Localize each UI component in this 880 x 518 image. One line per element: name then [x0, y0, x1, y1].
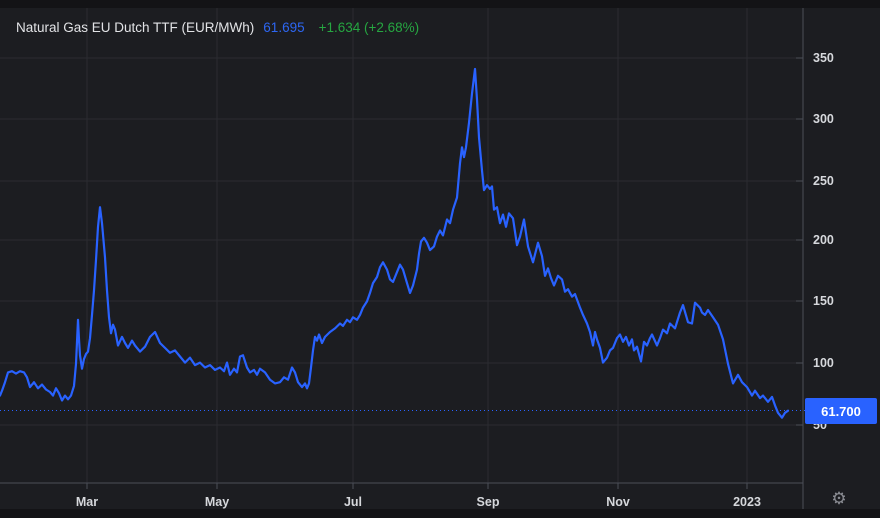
current-price-badge-value: 61.700: [821, 403, 861, 419]
time-axis-label-2023: 2023: [733, 495, 761, 509]
price-axis-label-100: 100: [813, 356, 834, 370]
time-axis-label-jul: Jul: [343, 495, 363, 509]
last-price-value: 61.695: [263, 20, 305, 35]
chart-plot-area[interactable]: [0, 8, 803, 483]
price-axis-label-150: 150: [813, 294, 834, 308]
settings-gear-icon[interactable]: ⚙: [828, 488, 850, 510]
chart-legend: Natural Gas EU Dutch TTF (EUR/MWh) 61.69…: [16, 19, 419, 36]
symbol-title: Natural Gas EU Dutch TTF (EUR/MWh): [16, 20, 255, 35]
time-axis-label-mar: Mar: [75, 495, 99, 509]
gear-glyph: ⚙: [831, 489, 847, 508]
current-price-badge: 61.700: [805, 398, 877, 424]
price-axis-label-200: 200: [813, 233, 834, 247]
price-axis-label-250: 250: [813, 174, 834, 188]
price-change-value: +1.634 (+2.68%): [318, 20, 420, 35]
time-axis-label-may: May: [204, 495, 230, 509]
time-axis[interactable]: [0, 484, 803, 509]
price-line-series: [0, 67, 790, 419]
time-axis-label-sep: Sep: [476, 495, 500, 509]
price-axis-label-350: 350: [813, 51, 834, 65]
price-axis-label-300: 300: [813, 112, 834, 126]
time-axis-label-nov: Nov: [606, 495, 630, 509]
